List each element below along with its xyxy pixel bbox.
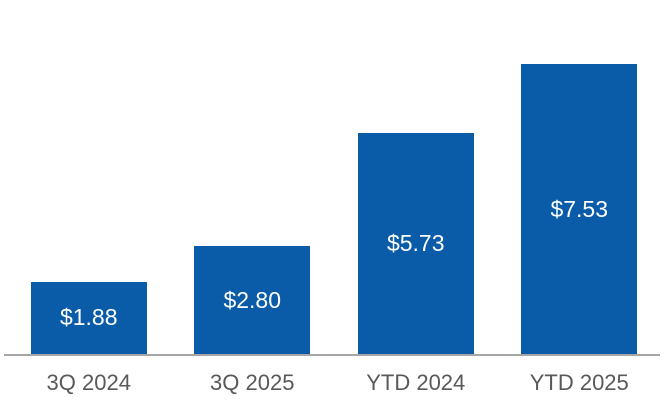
- bar-value-label: $5.73: [386, 230, 445, 257]
- x-axis-tick-labels: 3Q 2024 3Q 2025 YTD 2024 YTD 2025: [7, 370, 661, 396]
- x-tick-label: 3Q 2025: [210, 370, 295, 395]
- bar-slot-3q-2024: $1.88: [7, 46, 171, 354]
- x-axis-line: [4, 354, 660, 356]
- bar-value-label: $2.80: [223, 286, 282, 313]
- bar-slot-ytd-2024: $5.73: [334, 46, 498, 354]
- bar-ytd-2025: $7.53: [521, 64, 638, 354]
- x-tick-label: 3Q 2024: [46, 370, 131, 395]
- bar-slot-3q-2025: $2.80: [171, 46, 335, 354]
- bar-value-label: $1.88: [59, 304, 118, 331]
- bar-3q-2024: $1.88: [30, 281, 147, 354]
- bar-ytd-2024: $5.73: [357, 133, 474, 354]
- x-tick-label: YTD 2024: [366, 370, 466, 395]
- bar-3q-2025: $2.80: [194, 246, 311, 354]
- x-tick-label: YTD 2025: [529, 370, 629, 395]
- plot-area: $1.88 $2.80 $5.73 $7.53: [7, 46, 661, 354]
- bar-slot-ytd-2025: $7.53: [498, 46, 662, 354]
- bar-value-label: $7.53: [550, 195, 609, 222]
